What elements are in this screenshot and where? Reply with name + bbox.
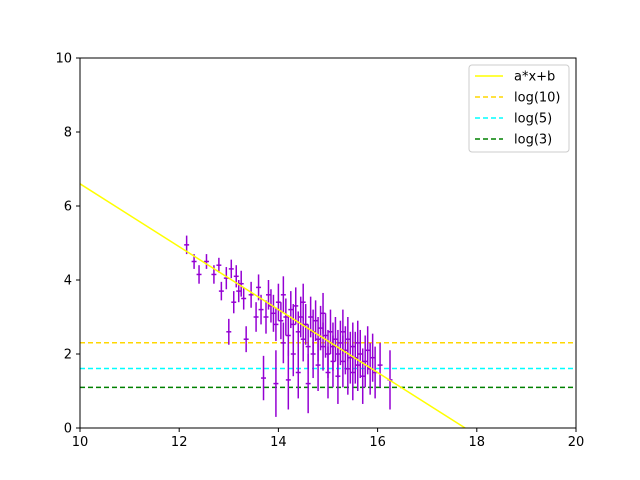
errorbar-point	[256, 274, 262, 301]
errorbar-point	[295, 311, 301, 353]
errorbar-point	[362, 335, 368, 388]
errorbar-point	[370, 333, 376, 382]
errorbar-point	[360, 348, 366, 404]
x-tick-label: 10	[72, 435, 89, 450]
errorbar-point	[320, 292, 326, 334]
errorbar-point	[258, 294, 264, 325]
axis-ticks: 10 12 14 16 18 20 0 2 4 6 8 10	[55, 52, 584, 451]
errorbar-point	[285, 350, 291, 410]
x-tick-label: 18	[469, 435, 486, 450]
errorbar-point	[323, 313, 328, 358]
errorbar-point	[280, 276, 286, 314]
y-tick-label: 10	[55, 52, 72, 67]
errorbar-point	[261, 355, 266, 401]
errorbar-point	[298, 296, 304, 338]
legend: a*x+b log(10) log(5) log(3)	[468, 64, 570, 153]
errorbar-point	[241, 287, 247, 310]
errorbar-point	[350, 344, 356, 401]
errorbar-point	[305, 354, 311, 414]
errorbar-point	[303, 304, 309, 345]
fit-line	[80, 183, 467, 428]
legend-label: log(5)	[514, 112, 552, 127]
legend-label: log(10)	[514, 91, 561, 106]
errorbar-point	[335, 348, 341, 404]
legend-label: log(3)	[514, 133, 552, 148]
errorbar-point	[226, 318, 232, 345]
errorbar-point	[300, 283, 306, 321]
x-tick-label: 12	[171, 435, 188, 450]
errorbar-point	[253, 302, 259, 332]
errorbar-point	[283, 298, 289, 336]
legend-label: a*x+b	[514, 70, 555, 85]
errorbar-point	[238, 270, 244, 297]
errorbar-point	[243, 326, 249, 353]
errorbar-point	[216, 257, 222, 273]
x-tick-label: 14	[270, 435, 287, 450]
errorbar-point	[270, 294, 276, 332]
errorbar-point	[293, 287, 299, 325]
axes-frame	[79, 57, 577, 429]
errorbar-point	[266, 280, 271, 310]
errorbar-point	[204, 254, 209, 269]
errorbar-point	[228, 259, 234, 279]
errorbar-point	[313, 300, 319, 342]
errorbar-point	[218, 281, 224, 301]
y-tick-label: 6	[64, 200, 72, 215]
y-tick-label: 0	[64, 422, 72, 437]
errorbar-point	[357, 329, 363, 379]
x-tick-label: 20	[568, 435, 585, 450]
errorbar-point	[337, 320, 343, 366]
errorbar-point	[273, 350, 279, 417]
errorbar-point	[355, 339, 361, 391]
y-tick-label: 8	[64, 126, 72, 141]
legend-box	[468, 64, 570, 153]
errorbar-point	[288, 291, 294, 329]
errorbar-point	[340, 309, 346, 354]
errorbar-point	[295, 346, 301, 399]
errorbar-point	[285, 315, 291, 356]
errorbar-point	[280, 322, 286, 364]
errorbar-point	[290, 331, 296, 377]
y-tick-label: 4	[64, 274, 72, 289]
plot-area	[80, 183, 576, 428]
errorbar-point	[278, 302, 284, 340]
y-tick-label: 2	[64, 348, 72, 363]
errorbar-point	[248, 281, 254, 308]
errorbar-point	[377, 342, 383, 388]
errorbar-point	[263, 300, 269, 334]
errorbar-point	[310, 329, 316, 379]
errorbar-point	[325, 346, 331, 399]
errorbar-point	[231, 291, 237, 314]
errorbar-point	[196, 265, 202, 284]
errorbar-point	[315, 339, 321, 391]
errorbar-point	[347, 331, 353, 384]
errorbar-point	[273, 307, 279, 342]
x-tick-label: 16	[369, 435, 386, 450]
errorbar-point	[275, 283, 281, 321]
